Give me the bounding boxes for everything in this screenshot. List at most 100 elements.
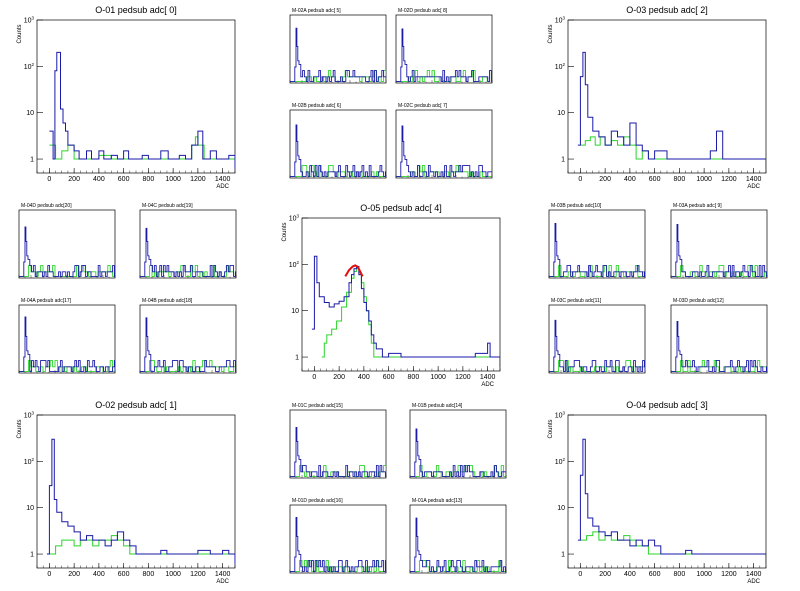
series-group — [396, 125, 492, 177]
series-group — [140, 317, 236, 372]
x-tick-label: 400 — [93, 176, 105, 183]
x-axis-label: ADC — [216, 579, 229, 585]
small-panel-0: M-02A pedsub adc[ 5] — [289, 8, 387, 84]
x-tick-label: 0 — [578, 571, 582, 578]
plot-frame — [36, 414, 236, 569]
x-tick-label: 1000 — [696, 571, 712, 578]
plot-frame — [409, 504, 507, 574]
x-tick-label: 200 — [68, 176, 80, 183]
small-panel-7: M-04B pedsub adc[18] — [139, 298, 237, 374]
y-tick-label: 102 — [289, 260, 300, 269]
series-group — [549, 319, 645, 372]
small-panel-14: M-01D pedsub adc[16] — [289, 498, 387, 574]
x-tick-label: 600 — [118, 571, 130, 578]
panel-title: O-05 pedsub adc[ 4] — [360, 203, 442, 213]
panel-0: O-01 pedsub adc[ 0] 0 200 400 600 800 1000 1200… — [17, 5, 236, 190]
series-green — [410, 560, 506, 572]
x-tick-label: 1000 — [430, 374, 446, 381]
panel-title: M-01D pedsub adc[16] — [292, 498, 343, 504]
small-panel-6: M-04A pedsub adc[17] — [18, 298, 116, 374]
series-blue — [577, 438, 766, 565]
series-blue — [46, 438, 235, 565]
series-green — [321, 268, 500, 368]
x-tick-label: 0 — [47, 176, 51, 183]
series-green — [49, 535, 235, 565]
y-tick-label: 10 — [26, 110, 34, 117]
x-tick-label: 1400 — [746, 176, 762, 183]
panel-title: O-04 pedsub adc[ 3] — [626, 400, 708, 410]
series-group — [290, 516, 386, 572]
x-tick-label: 400 — [93, 571, 105, 578]
panel-title: M-04A pedsub adc[17] — [21, 298, 72, 304]
series-blue — [290, 516, 386, 572]
y-tick-label: 10 — [557, 505, 565, 512]
series-green — [290, 165, 386, 177]
y-tick-label: 10 — [291, 308, 299, 315]
x-tick-label: 800 — [674, 176, 686, 183]
x-tick-label: 1000 — [696, 176, 712, 183]
panel-1: O-03 pedsub adc[ 2] 0 200 400 600 800 1000 1200… — [548, 5, 767, 190]
y-tick-exponent: 2 — [562, 457, 565, 462]
series-group — [290, 124, 386, 177]
series-group — [49, 51, 235, 170]
x-tick-label: 600 — [649, 571, 661, 578]
y-tick-label: 10 — [557, 110, 565, 117]
y-tick-label: 103 — [555, 411, 566, 420]
y-tick-label: 103 — [555, 16, 566, 25]
plot-frame — [289, 409, 387, 479]
series-blue — [290, 427, 386, 477]
y-tick-exponent: 3 — [31, 411, 34, 416]
series-group — [396, 28, 492, 82]
small-panel-3: M-02C pedsub adc[ 7] — [395, 103, 493, 179]
y-axis-label: Counts — [548, 419, 554, 438]
small-panel-9: M-03A pedsub adc[ 9] — [670, 203, 768, 279]
fit-curve — [344, 264, 364, 277]
x-tick-label: 800 — [143, 176, 155, 183]
series-group — [140, 227, 236, 277]
plot-frame — [548, 209, 646, 279]
small-panel-15: M-01A pedsub adc[13] — [409, 498, 507, 574]
plot-frame — [289, 109, 387, 179]
panel-title: M-02D pedsub adc[ 8] — [398, 8, 448, 14]
x-tick-label: 600 — [649, 176, 661, 183]
x-tick-label: 1200 — [455, 374, 471, 381]
series-green — [49, 136, 235, 170]
y-tick-exponent: 3 — [296, 214, 299, 219]
panel-title: M-02B pedsub adc[ 6] — [292, 103, 342, 109]
series-group — [577, 51, 766, 170]
panel-title: M-03B pedsub adc[10] — [551, 203, 602, 209]
small-panel-11: M-03D pedsub adc[12] — [670, 298, 768, 374]
panel-3: O-04 pedsub adc[ 3] 0 200 400 600 800 1000 1200… — [548, 400, 767, 585]
y-tick-label: 1 — [295, 355, 299, 362]
y-axis-label: Counts — [17, 419, 23, 438]
series-group — [410, 428, 506, 477]
small-panel-13: M-01B pedsub adc[14] — [409, 403, 507, 479]
y-tick-label: 1 — [561, 157, 565, 164]
y-tick-label: 102 — [24, 62, 35, 71]
x-tick-label: 1200 — [190, 571, 206, 578]
series-blue — [396, 125, 492, 177]
x-tick-label: 1400 — [480, 374, 496, 381]
panel-title: M-02C pedsub adc[ 7] — [398, 103, 448, 109]
series-green — [290, 465, 386, 477]
x-tick-label: 1200 — [721, 571, 737, 578]
x-tick-label: 400 — [358, 374, 370, 381]
panel-title: M-02A pedsub adc[ 5] — [292, 8, 341, 14]
x-axis-label: ADC — [747, 579, 760, 585]
panel-title: O-03 pedsub adc[ 2] — [626, 5, 708, 15]
x-tick-label: 1200 — [190, 176, 206, 183]
panel-title: M-03C pedsub adc[11] — [551, 298, 602, 304]
x-tick-label: 400 — [624, 571, 636, 578]
y-tick-exponent: 3 — [31, 16, 34, 21]
y-axis-label: Counts — [548, 24, 554, 43]
small-panel-1: M-02D pedsub adc[ 8] — [395, 8, 493, 84]
x-tick-label: 800 — [143, 571, 155, 578]
series-blue — [19, 226, 115, 277]
series-group — [311, 255, 500, 368]
y-tick-label: 102 — [24, 457, 35, 466]
y-axis-label: Counts — [17, 24, 23, 43]
small-panel-10: M-03C pedsub adc[11] — [548, 298, 646, 374]
panel-title: M-03A pedsub adc[ 9] — [673, 203, 722, 209]
x-axis-label: ADC — [481, 382, 494, 388]
